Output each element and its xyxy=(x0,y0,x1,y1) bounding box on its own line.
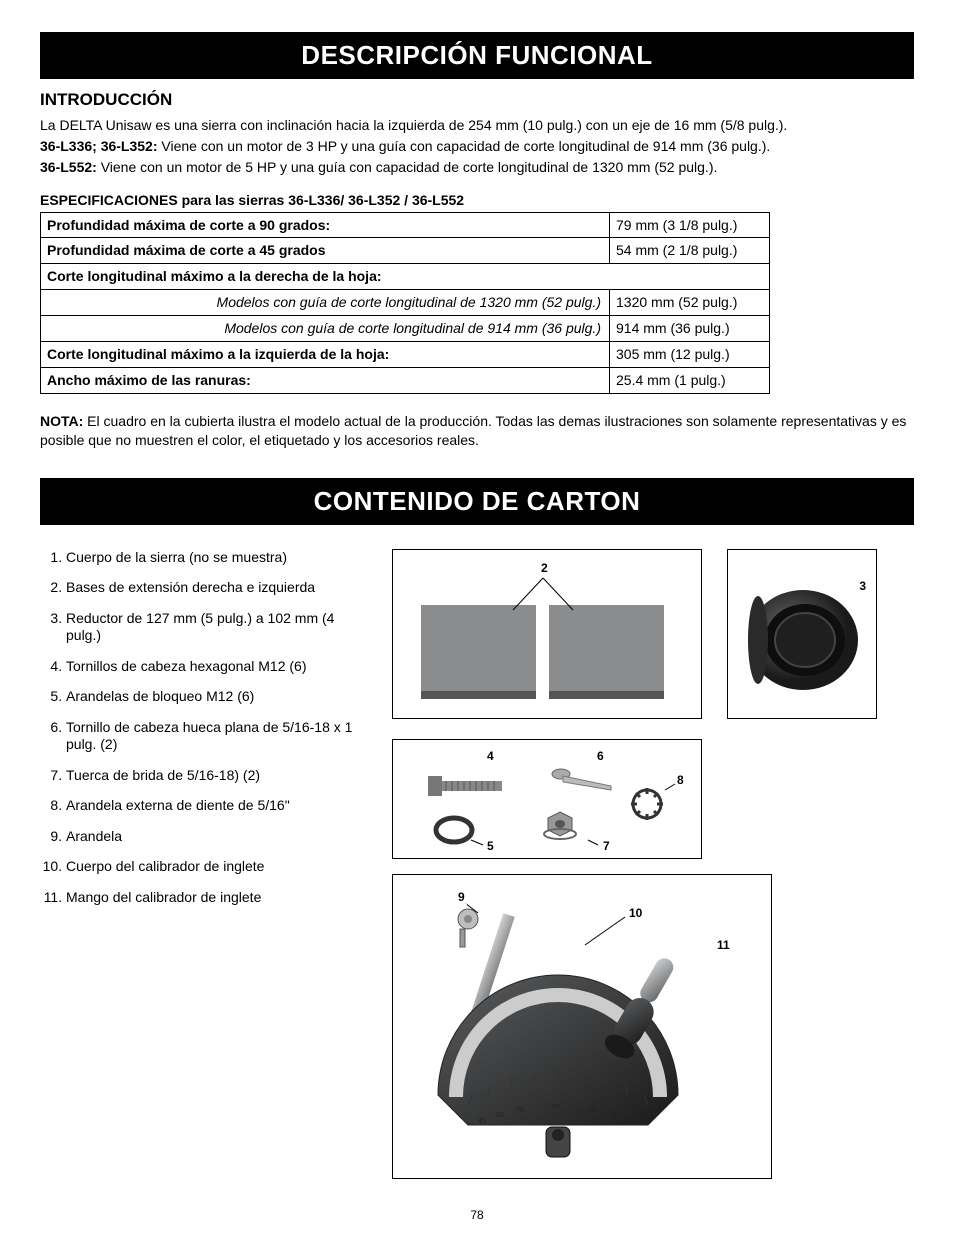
page-number: 78 xyxy=(0,1207,954,1223)
intro-l2-bold: 36-L336; 36-L352: xyxy=(40,138,158,154)
callout-5: 5 xyxy=(485,838,496,854)
figure-box-3: 3 xyxy=(727,549,877,719)
svg-text:90: 90 xyxy=(552,1104,560,1111)
spec-label: Ancho máximo de las ranuras: xyxy=(41,367,610,393)
carton-item: Cuerpo del calibrador de inglete xyxy=(66,858,370,876)
spec-label: Corte longitudinal máximo a la izquierda… xyxy=(41,342,610,368)
banner-descripcion: DESCRIPCIÓN FUNCIONAL xyxy=(40,32,914,79)
note-rest: El cuadro en la cubierta ilustra el mode… xyxy=(40,413,906,448)
figure-hw-svg xyxy=(393,740,703,860)
figure-box-2: 2 xyxy=(392,549,702,719)
spec-label: Modelos con guía de corte longitudinal d… xyxy=(41,316,610,342)
banner-contenido: CONTENIDO DE CARTON xyxy=(40,478,914,525)
figure-3-svg xyxy=(728,550,878,720)
spec-row: Modelos con guía de corte longitudinal d… xyxy=(41,290,770,316)
carton-item: Arandelas de bloqueo M12 (6) xyxy=(66,688,370,706)
callout-3: 3 xyxy=(857,578,868,594)
spec-value: 1320 mm (52 pulg.) xyxy=(610,290,770,316)
spec-row: Ancho máximo de las ranuras:25.4 mm (1 p… xyxy=(41,367,770,393)
intro-line1: La DELTA Unisaw es una sierra con inclin… xyxy=(40,116,914,135)
spec-table: Profundidad máxima de corte a 90 grados:… xyxy=(40,212,770,394)
carton-item: Arandela xyxy=(66,828,370,846)
figure-box-hardware: 4 5 6 7 8 xyxy=(392,739,702,859)
callout-10: 10 xyxy=(627,905,644,921)
note-bold: NOTA: xyxy=(40,413,83,429)
spec-row: Profundidad máxima de corte a 45 grados5… xyxy=(41,238,770,264)
carton-list: Cuerpo de la sierra (no se muestra) Bases… xyxy=(40,549,370,920)
spec-value: 914 mm (36 pulg.) xyxy=(610,316,770,342)
carton-item: Tornillo de cabeza hueca plana de 5/16-1… xyxy=(66,719,370,754)
carton-item: Mango del calibrador de inglete xyxy=(66,889,370,907)
spec-label: Modelos con guía de corte longitudinal d… xyxy=(41,290,610,316)
svg-text:75: 75 xyxy=(516,1107,524,1114)
note-paragraph: NOTA: El cuadro en la cubierta ilustra e… xyxy=(40,412,914,450)
intro-heading: INTRODUCCIÓN xyxy=(40,89,914,112)
figures-area: 2 3 xyxy=(392,549,914,920)
callout-6: 6 xyxy=(595,748,606,764)
carton-item: Tornillos de cabeza hexagonal M12 (6) xyxy=(66,658,370,676)
spec-label: Corte longitudinal máximo a la derecha d… xyxy=(41,264,770,290)
callout-4: 4 xyxy=(485,748,496,764)
intro-l2-rest: Viene con un motor de 3 HP y una guía co… xyxy=(158,138,771,154)
callout-11: 11 xyxy=(715,937,732,953)
spec-value: 54 mm (2 1/8 pulg.) xyxy=(610,238,770,264)
spec-label: Profundidad máxima de corte a 45 grados xyxy=(41,238,610,264)
svg-text:45: 45 xyxy=(628,1118,636,1125)
intro-l3-rest: Viene con un motor de 5 HP y una guía co… xyxy=(97,159,718,175)
intro-l3-bold: 36-L552: xyxy=(40,159,97,175)
spec-row: Corte longitudinal máximo a la izquierda… xyxy=(41,342,770,368)
carton-item: Arandela externa de diente de 5/16" xyxy=(66,797,370,815)
callout-8: 8 xyxy=(675,772,686,788)
spec-row: Corte longitudinal máximo a la derecha d… xyxy=(41,264,770,290)
svg-text:45: 45 xyxy=(478,1118,486,1125)
spec-row: Profundidad máxima de corte a 90 grados:… xyxy=(41,212,770,238)
figure-miter-svg: 45 60 75 90 75 60 45 xyxy=(393,875,773,1180)
svg-text:75: 75 xyxy=(588,1107,596,1114)
svg-text:60: 60 xyxy=(496,1112,504,1119)
callout-9: 9 xyxy=(456,889,467,905)
spec-value: 305 mm (12 pulg.) xyxy=(610,342,770,368)
spec-row: Modelos con guía de corte longitudinal d… xyxy=(41,316,770,342)
spec-title: ESPECIFICACIONES para las sierras 36-L33… xyxy=(40,191,914,210)
intro-line3: 36-L552: Viene con un motor de 5 HP y un… xyxy=(40,158,914,177)
carton-item: Cuerpo de la sierra (no se muestra) xyxy=(66,549,370,567)
callout-2: 2 xyxy=(539,560,550,576)
figure-box-miter: 45 60 75 90 75 60 45 xyxy=(392,874,772,1179)
intro-line2: 36-L336; 36-L352: Viene con un motor de … xyxy=(40,137,914,156)
carton-item: Tuerca de brida de 5/16-18) (2) xyxy=(66,767,370,785)
carton-item: Bases de extensión derecha e izquierda xyxy=(66,579,370,597)
svg-text:60: 60 xyxy=(610,1112,618,1119)
callout-7: 7 xyxy=(601,838,612,854)
spec-value: 79 mm (3 1/8 pulg.) xyxy=(610,212,770,238)
spec-value: 25.4 mm (1 pulg.) xyxy=(610,367,770,393)
spec-label: Profundidad máxima de corte a 90 grados: xyxy=(41,212,610,238)
carton-item: Reductor de 127 mm (5 pulg.) a 102 mm (4… xyxy=(66,610,370,645)
